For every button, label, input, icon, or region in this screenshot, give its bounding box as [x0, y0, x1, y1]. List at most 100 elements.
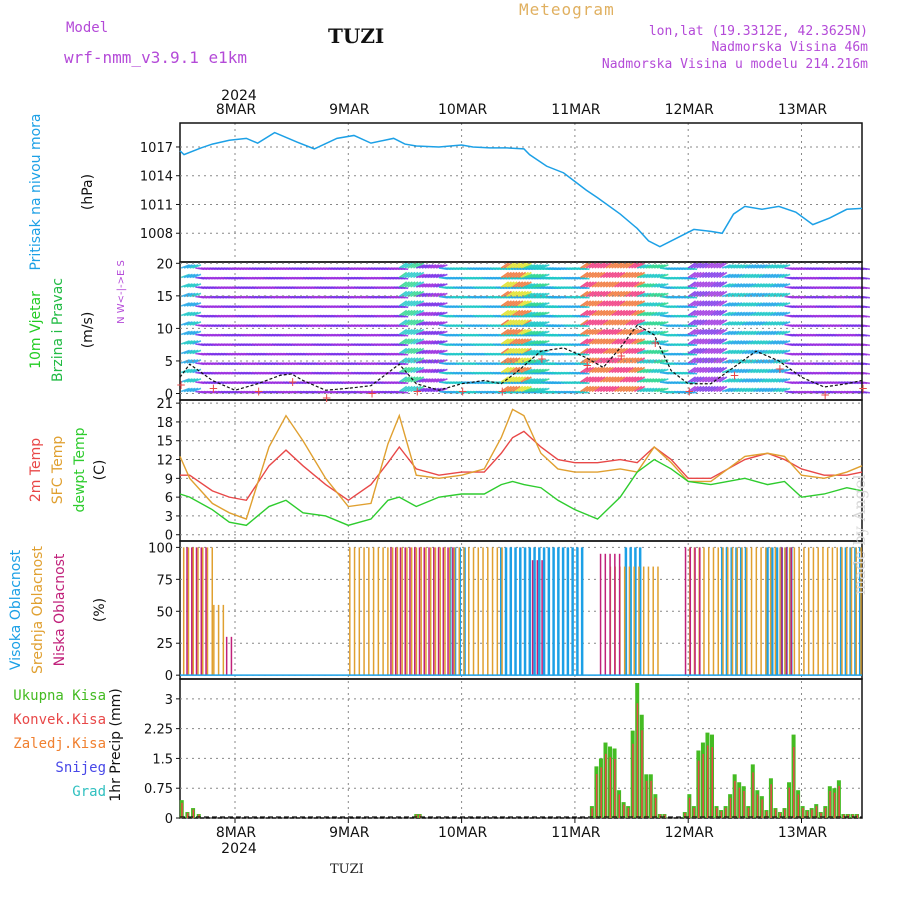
wind-barb — [778, 349, 788, 355]
wind-barb — [738, 349, 748, 355]
wind-barb — [625, 347, 634, 355]
wind-barb — [696, 385, 705, 393]
wind-barb — [707, 347, 716, 355]
wind-barb — [721, 311, 731, 317]
wind-barb — [639, 330, 649, 336]
wind-barb — [753, 387, 763, 393]
wind-barb — [696, 309, 705, 317]
wind-barb — [605, 366, 614, 374]
precip-conv-bar — [684, 812, 686, 818]
wind-barb — [619, 366, 629, 374]
wind-barb — [633, 376, 643, 383]
wind-barb — [653, 330, 663, 336]
wind-barb — [421, 349, 431, 355]
wind-barb — [761, 273, 771, 279]
wind-barb — [651, 321, 661, 326]
precip-conv-bar — [609, 757, 612, 818]
wind-barb — [699, 338, 708, 345]
wind-barb — [707, 281, 716, 288]
pressure-label: Pritisak na nivou mora — [28, 113, 44, 270]
wind-barb — [602, 338, 612, 345]
wind-barb — [526, 387, 536, 393]
wind-barb — [433, 378, 443, 383]
wind-barb — [602, 376, 612, 383]
wind-barb — [781, 311, 791, 317]
wind-barb — [430, 378, 440, 383]
wind-barb — [506, 366, 515, 374]
wind-barb — [416, 311, 426, 317]
wind-barb — [733, 264, 743, 269]
wind-barb — [192, 368, 202, 374]
wind-barb — [608, 328, 617, 336]
wind-barb — [688, 295, 698, 299]
wind-barb — [656, 264, 666, 269]
wind-barb — [750, 359, 760, 364]
wind-barb — [582, 328, 592, 336]
wind-barb — [772, 340, 782, 345]
wind-barb — [758, 359, 768, 364]
wind-barb — [514, 328, 524, 336]
wind-barb — [180, 340, 190, 345]
wind-barb — [747, 359, 757, 364]
wind-barb — [582, 357, 592, 364]
cloud-unit: (%) — [92, 598, 108, 622]
wind-barb — [520, 338, 529, 345]
wind-barb — [597, 290, 606, 298]
wind-barb — [611, 376, 620, 383]
wind-barb — [721, 340, 731, 345]
wind-barb — [398, 262, 408, 269]
wind-barb — [514, 385, 524, 393]
wind-barb — [653, 302, 663, 307]
wind-barb — [599, 385, 609, 393]
wind-barb — [599, 300, 609, 307]
wind-barb — [430, 311, 440, 317]
wind-barb — [687, 376, 697, 383]
wind-barb — [639, 283, 649, 288]
wind-barb — [588, 300, 597, 307]
wind-barb — [727, 387, 737, 393]
wind-barb — [537, 330, 547, 336]
wind-barb — [412, 328, 422, 336]
wind-barb — [619, 262, 629, 269]
wind-barb — [180, 359, 190, 364]
wind-barb — [503, 319, 512, 326]
wind-barb — [506, 328, 515, 336]
precip-conv-bar — [788, 787, 791, 818]
wind-barb — [424, 340, 434, 345]
precip-conv-bar — [192, 809, 195, 818]
wind-barb — [602, 309, 612, 317]
wind-barb — [424, 273, 434, 279]
wind-barb — [506, 319, 515, 326]
wind-barb — [398, 300, 408, 307]
wind-barb — [514, 376, 524, 383]
wind-barb — [648, 283, 658, 288]
wind-barb — [608, 338, 617, 345]
wind-barb — [690, 319, 699, 326]
wind-barb — [523, 264, 533, 269]
wind-barb — [534, 273, 544, 279]
wind-barb — [526, 340, 536, 345]
wind-barb — [580, 267, 590, 271]
wind-barb — [642, 292, 652, 298]
wind-gust-marker: + — [367, 387, 377, 401]
wind-barb — [721, 273, 731, 279]
wind-barb — [730, 283, 740, 288]
wind-barb — [433, 368, 443, 374]
wind-barb — [701, 319, 711, 326]
wind-barb — [582, 366, 592, 374]
wind-barb — [418, 340, 428, 345]
wind-barb — [537, 283, 547, 288]
wind-barb — [424, 283, 434, 288]
wind-barb — [594, 338, 603, 345]
wind-barb — [503, 357, 512, 364]
wind-barb — [407, 319, 416, 326]
y-tick-label: 1.5 — [152, 752, 173, 767]
wind-barb — [625, 290, 634, 298]
wind-barb — [701, 281, 711, 288]
wind-barb — [736, 273, 746, 279]
wind-barb — [534, 378, 544, 383]
wind-barb — [716, 271, 725, 279]
wind-barb — [753, 321, 763, 326]
wind-barb — [611, 385, 620, 393]
wind-gust-marker: + — [497, 385, 507, 399]
